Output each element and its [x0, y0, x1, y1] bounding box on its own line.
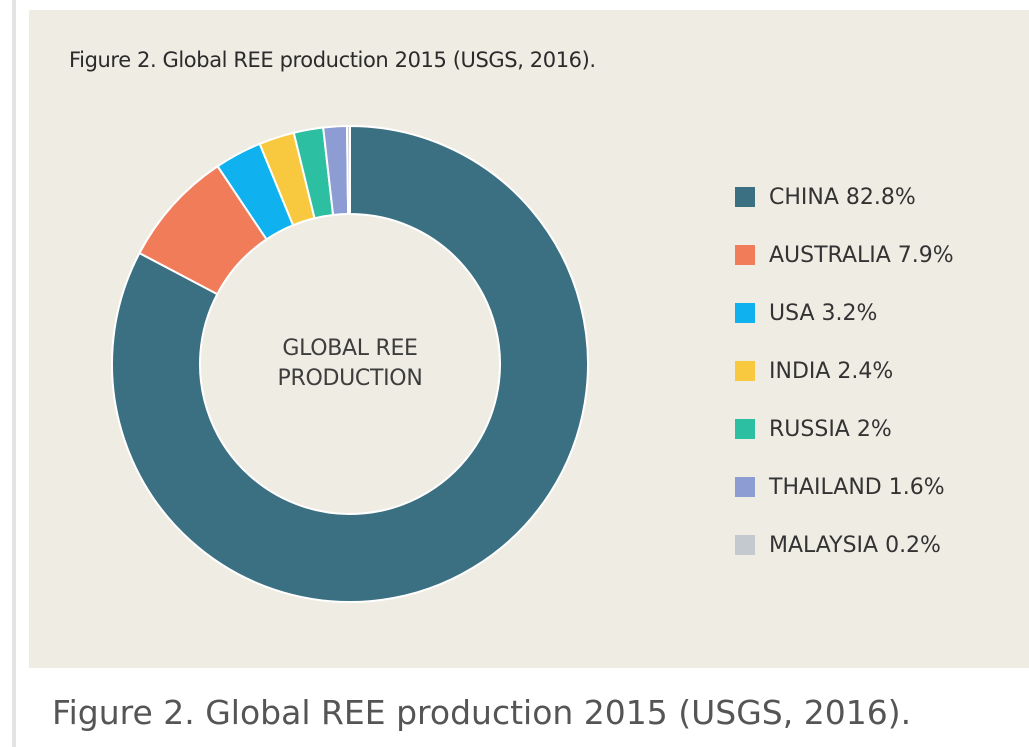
legend-item-malaysia: MALAYSIA 0.2% — [735, 516, 954, 574]
legend-label: USA 3.2% — [769, 300, 878, 326]
legend-item-australia: AUSTRALIA 7.9% — [735, 226, 954, 284]
legend-swatch — [735, 303, 755, 323]
legend-item-india: INDIA 2.4% — [735, 342, 954, 400]
donut-slice-malaysia — [345, 124, 351, 216]
legend-label: MALAYSIA 0.2% — [769, 532, 941, 558]
donut-center-label: GLOBAL REE PRODUCTION — [240, 334, 460, 394]
legend-swatch — [735, 477, 755, 497]
center-label-line-1: GLOBAL REE — [282, 336, 418, 361]
figure-title: Figure 2. Global REE production 2015 (US… — [69, 48, 596, 72]
legend-swatch — [735, 187, 755, 207]
figure-caption: Figure 2. Global REE production 2015 (US… — [52, 693, 912, 732]
legend-swatch — [735, 535, 755, 555]
figure-panel: Figure 2. Global REE production 2015 (US… — [29, 10, 1029, 668]
legend-swatch — [735, 245, 755, 265]
legend-item-russia: RUSSIA 2% — [735, 400, 954, 458]
donut-chart — [111, 124, 589, 603]
legend-item-usa: USA 3.2% — [735, 284, 954, 342]
legend-label: AUSTRALIA 7.9% — [769, 242, 954, 268]
legend-label: THAILAND 1.6% — [769, 474, 945, 500]
legend-item-china: CHINA 82.8% — [735, 168, 954, 226]
donut-slice-china — [111, 124, 589, 603]
chart-legend: CHINA 82.8% AUSTRALIA 7.9% USA 3.2% INDIA 2… — [735, 168, 954, 574]
legend-label: CHINA 82.8% — [769, 184, 916, 210]
legend-label: INDIA 2.4% — [769, 358, 894, 384]
legend-label: RUSSIA 2% — [769, 416, 892, 442]
legend-swatch — [735, 419, 755, 439]
page-left-border — [12, 0, 16, 747]
legend-swatch — [735, 361, 755, 381]
legend-item-thailand: THAILAND 1.6% — [735, 458, 954, 516]
center-label-line-2: PRODUCTION — [277, 366, 423, 391]
